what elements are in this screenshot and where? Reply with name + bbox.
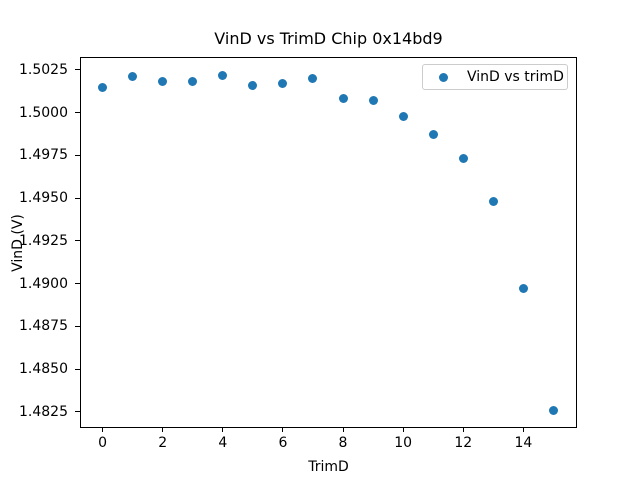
y-axis-label: VinD (V) [10, 214, 26, 272]
x-tick-mark [402, 427, 404, 433]
legend: VinD vs trimD [422, 64, 568, 90]
x-tick-label: 6 [278, 435, 288, 451]
legend-label: VinD vs trimD [467, 69, 564, 85]
y-tick-mark [75, 283, 80, 285]
x-tick-label: 2 [158, 435, 168, 451]
y-tick-mark [75, 197, 80, 199]
x-tick-mark [282, 427, 284, 433]
x-tick-label: 12 [454, 435, 473, 451]
y-tick-label: 1.5025 [19, 61, 68, 78]
data-point [158, 77, 168, 87]
data-point [548, 405, 558, 415]
x-axis-label: TrimD [308, 459, 349, 475]
x-tick-label: 10 [394, 435, 413, 451]
data-point [128, 72, 138, 82]
y-tick-label: 1.4875 [19, 318, 68, 335]
y-tick-label: 1.4825 [19, 403, 68, 420]
y-tick-label: 1.4900 [19, 275, 68, 292]
data-point [518, 284, 528, 294]
data-point [398, 111, 408, 121]
data-point [428, 130, 438, 140]
data-point [98, 82, 108, 92]
x-tick-mark [102, 427, 104, 433]
chart-title: VinD vs TrimD Chip 0x14bd9 [214, 29, 443, 48]
x-tick-mark [342, 427, 344, 433]
y-tick-mark [75, 325, 80, 327]
data-point [368, 96, 378, 106]
y-tick-mark [75, 240, 80, 242]
data-point [278, 79, 288, 89]
y-tick-label: 1.5000 [19, 104, 68, 121]
x-tick-mark [162, 427, 164, 433]
data-point [458, 154, 468, 164]
y-tick-label: 1.4850 [19, 361, 68, 378]
plot-area [80, 57, 577, 428]
y-tick-label: 1.4975 [19, 147, 68, 164]
data-point [188, 77, 198, 87]
data-point [218, 70, 228, 80]
x-tick-label: 14 [514, 435, 533, 451]
y-tick-mark [75, 368, 80, 370]
x-tick-label: 0 [98, 435, 107, 451]
y-tick-mark [75, 112, 80, 114]
data-point [338, 94, 348, 104]
x-tick-label: 8 [338, 435, 348, 451]
data-point [308, 73, 318, 83]
y-tick-label: 1.4925 [19, 232, 68, 249]
data-point [248, 80, 258, 90]
x-tick-mark [462, 427, 464, 433]
x-tick-mark [522, 427, 524, 433]
y-tick-label: 1.4950 [19, 190, 68, 207]
y-tick-mark [75, 154, 80, 156]
x-tick-mark [222, 427, 224, 433]
y-tick-mark [75, 69, 80, 71]
legend-marker-icon [439, 73, 448, 82]
x-tick-label: 4 [218, 435, 228, 451]
data-point [488, 197, 498, 207]
y-tick-mark [75, 411, 80, 413]
